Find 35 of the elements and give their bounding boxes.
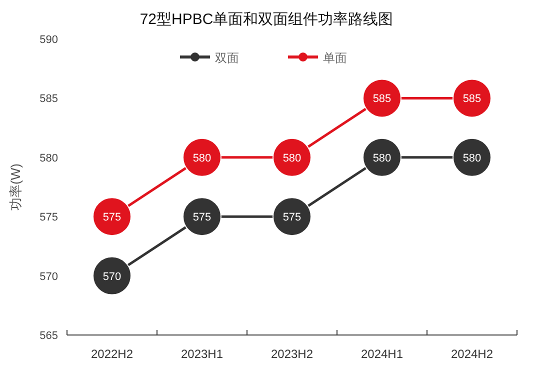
- data-label: 585: [372, 93, 392, 106]
- data-label: 585: [462, 93, 482, 106]
- point: [362, 78, 402, 118]
- x-tick-label: 2024H2: [450, 347, 494, 361]
- x-tick-label: 2022H2: [90, 347, 134, 361]
- y-tick-label: 575: [40, 212, 58, 224]
- legend-label: 双面: [215, 51, 239, 65]
- point: [452, 138, 492, 177]
- data-label: 580: [192, 152, 212, 164]
- data-label: 575: [282, 212, 302, 224]
- data-label: 580: [282, 152, 302, 164]
- point: [92, 256, 132, 296]
- y-tick-label: 565: [40, 330, 58, 342]
- y-axis-title: 功率(W): [8, 164, 23, 210]
- y-tick-label: 585: [40, 93, 58, 106]
- point: [272, 197, 312, 236]
- data-label: 580: [462, 152, 482, 164]
- point: [452, 78, 492, 118]
- x-tick-label: 2023H2: [270, 347, 314, 361]
- x-tick-label: 2024H1: [360, 347, 404, 361]
- point: [182, 197, 222, 236]
- legend-label: 单面: [323, 51, 347, 65]
- data-label: 580: [372, 152, 392, 164]
- x-tick-label: 2023H1: [180, 347, 224, 361]
- data-label: 575: [102, 212, 122, 224]
- data-label: 570: [102, 270, 122, 283]
- chart-title: 72型HPBC单面和双面组件功率路线图: [140, 11, 394, 28]
- y-tick-label: 590: [40, 34, 58, 46]
- y-tick-label: 580: [40, 152, 58, 164]
- data-label: 575: [192, 212, 212, 224]
- point: [272, 138, 312, 177]
- y-tick-label: 570: [40, 270, 58, 283]
- point: [182, 138, 222, 177]
- point: [92, 197, 132, 236]
- point: [362, 138, 402, 177]
